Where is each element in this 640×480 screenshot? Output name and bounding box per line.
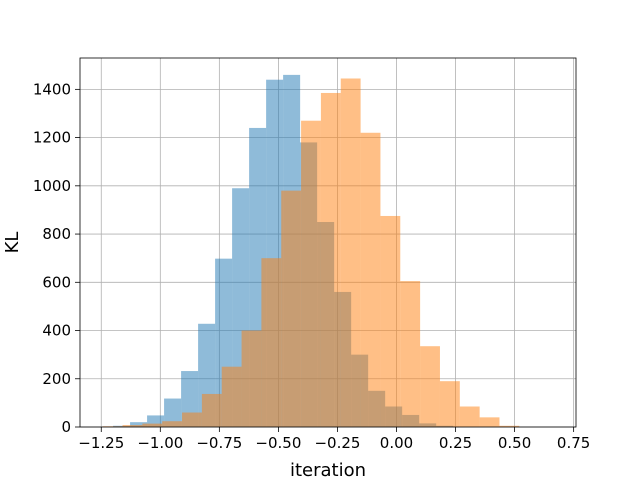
y-tick-label: 200: [42, 370, 71, 388]
x-tick-label: −1.25: [78, 434, 124, 452]
histogram-bar: [301, 120, 321, 428]
x-tick-label: 0.25: [439, 434, 472, 452]
x-tick-label: −1.00: [137, 434, 183, 452]
y-tick-label: 800: [42, 225, 71, 243]
axis-ticks: −1.25 −1.00 −0.75 −0.50 −0.25 0.00 0.25 0.50 0.7…: [33, 80, 591, 452]
histogram-bar: [380, 215, 401, 427]
y-tick-label: 400: [42, 322, 71, 340]
histogram-bar: [164, 398, 182, 427]
series-2-bars: [102, 78, 520, 428]
histogram-bar: [182, 412, 202, 427]
histogram-bar: [261, 258, 282, 427]
histogram-bar: [142, 423, 163, 427]
plot-frame: [79, 57, 577, 428]
histogram-bar: [400, 281, 421, 427]
histogram-bar: [340, 78, 361, 427]
histogram-bar: [439, 381, 460, 427]
histogram-bar: [281, 190, 302, 427]
x-tick-label: 0.50: [498, 434, 531, 452]
x-tick-label: 0.75: [557, 434, 590, 452]
histogram-bar: [499, 425, 520, 427]
histogram-bars: [102, 74, 520, 428]
y-tick-label: 1400: [33, 80, 71, 98]
y-tick-label: 0: [61, 418, 71, 436]
histogram-bar: [130, 422, 148, 427]
x-tick-label: −0.50: [255, 434, 301, 452]
x-tick-label: −0.75: [196, 434, 242, 452]
histogram-bar: [241, 330, 262, 427]
histogram-bar: [201, 393, 222, 427]
y-axis-label: KL: [2, 232, 23, 254]
histogram-bar: [479, 417, 500, 427]
histogram-bar: [147, 415, 165, 427]
y-tick-label: 1000: [33, 177, 71, 195]
histogram-bar: [459, 406, 480, 427]
x-tick-label: −0.25: [314, 434, 360, 452]
x-tick-label: 0.00: [380, 434, 413, 452]
histogram-bar: [360, 132, 381, 427]
x-axis-label: iteration: [290, 460, 366, 480]
histogram-bar: [420, 346, 440, 427]
y-tick-label: 1200: [33, 129, 71, 147]
histogram-bar: [320, 92, 341, 428]
histogram-bar: [122, 425, 143, 427]
histogram-bar: [221, 366, 242, 427]
y-tick-label: 600: [42, 273, 71, 291]
histogram-bar: [162, 421, 183, 427]
